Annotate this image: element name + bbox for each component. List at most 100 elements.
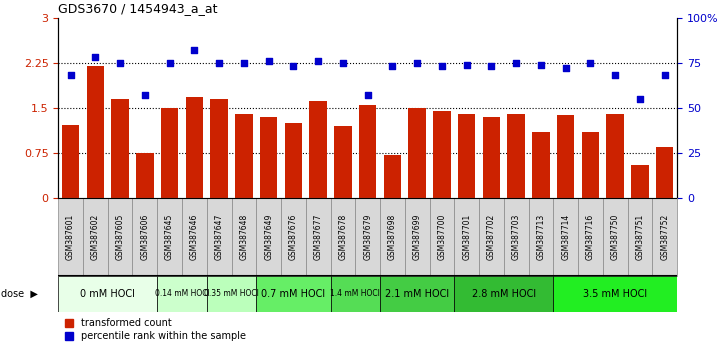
Point bbox=[411, 60, 423, 66]
Bar bbox=[631, 165, 649, 198]
Point bbox=[659, 73, 670, 78]
Text: GSM387649: GSM387649 bbox=[264, 214, 273, 261]
Text: 0.35 mM HOCl: 0.35 mM HOCl bbox=[204, 289, 259, 298]
Point bbox=[436, 64, 448, 69]
Bar bbox=[186, 97, 203, 198]
Text: dose  ▶: dose ▶ bbox=[1, 289, 39, 299]
Text: GSM387647: GSM387647 bbox=[215, 214, 223, 261]
Bar bbox=[656, 147, 673, 198]
Text: GSM387713: GSM387713 bbox=[537, 214, 545, 260]
Text: 1.4 mM HOCl: 1.4 mM HOCl bbox=[331, 289, 380, 298]
Text: 0.14 mM HOCl: 0.14 mM HOCl bbox=[154, 289, 210, 298]
Bar bbox=[454, 198, 479, 276]
Text: 2.1 mM HOCl: 2.1 mM HOCl bbox=[385, 289, 449, 299]
Bar bbox=[529, 198, 553, 276]
Bar bbox=[136, 153, 154, 198]
Text: 2.8 mM HOCl: 2.8 mM HOCl bbox=[472, 289, 536, 299]
Bar bbox=[157, 198, 182, 276]
Text: GSM387606: GSM387606 bbox=[141, 214, 149, 261]
Bar bbox=[232, 198, 256, 276]
Bar bbox=[458, 114, 475, 198]
Point bbox=[288, 64, 299, 69]
Bar bbox=[281, 198, 306, 276]
Bar bbox=[553, 276, 677, 312]
Bar bbox=[380, 276, 454, 312]
Bar bbox=[285, 123, 302, 198]
Bar bbox=[355, 198, 380, 276]
Bar bbox=[58, 276, 157, 312]
Text: 0 mM HOCl: 0 mM HOCl bbox=[80, 289, 135, 299]
Bar bbox=[532, 132, 550, 198]
Point bbox=[585, 60, 596, 66]
Point bbox=[609, 73, 621, 78]
Bar bbox=[132, 198, 157, 276]
Bar bbox=[359, 105, 376, 198]
Point bbox=[139, 92, 151, 98]
Bar bbox=[628, 198, 652, 276]
Point bbox=[189, 47, 200, 53]
Bar bbox=[483, 117, 500, 198]
Point bbox=[362, 92, 373, 98]
Text: GDS3670 / 1454943_a_at: GDS3670 / 1454943_a_at bbox=[58, 2, 218, 15]
Text: GSM387645: GSM387645 bbox=[165, 214, 174, 261]
Text: GSM387751: GSM387751 bbox=[636, 214, 644, 260]
Point bbox=[461, 62, 472, 68]
Text: GSM387698: GSM387698 bbox=[388, 214, 397, 260]
Text: GSM387714: GSM387714 bbox=[561, 214, 570, 260]
Bar bbox=[306, 198, 331, 276]
Text: GSM387646: GSM387646 bbox=[190, 214, 199, 261]
Point bbox=[213, 60, 225, 66]
Text: GSM387716: GSM387716 bbox=[586, 214, 595, 260]
Point bbox=[634, 96, 646, 102]
Text: GSM387699: GSM387699 bbox=[413, 214, 422, 261]
Bar bbox=[454, 276, 553, 312]
Bar bbox=[108, 198, 132, 276]
Bar bbox=[256, 198, 281, 276]
Point bbox=[164, 60, 175, 66]
Bar bbox=[479, 198, 504, 276]
Point bbox=[535, 62, 547, 68]
Bar bbox=[161, 108, 178, 198]
Bar bbox=[408, 108, 426, 198]
Text: GSM387701: GSM387701 bbox=[462, 214, 471, 260]
Point bbox=[90, 55, 101, 60]
Text: 3.5 mM HOCl: 3.5 mM HOCl bbox=[583, 289, 647, 299]
Bar bbox=[433, 111, 451, 198]
Text: GSM387700: GSM387700 bbox=[438, 214, 446, 261]
Text: GSM387678: GSM387678 bbox=[339, 214, 347, 260]
Bar bbox=[210, 99, 228, 198]
Legend: transformed count, percentile rank within the sample: transformed count, percentile rank withi… bbox=[63, 316, 248, 343]
Point bbox=[65, 73, 76, 78]
Bar bbox=[582, 132, 599, 198]
Text: GSM387676: GSM387676 bbox=[289, 214, 298, 261]
Bar bbox=[331, 276, 380, 312]
Bar bbox=[606, 114, 624, 198]
Bar bbox=[256, 276, 331, 312]
Bar bbox=[504, 198, 529, 276]
Bar bbox=[207, 198, 232, 276]
Bar bbox=[87, 66, 104, 198]
Bar bbox=[603, 198, 628, 276]
Point bbox=[337, 60, 349, 66]
Bar bbox=[652, 198, 677, 276]
Bar bbox=[182, 198, 207, 276]
Text: GSM387703: GSM387703 bbox=[512, 214, 521, 261]
Point bbox=[312, 58, 324, 64]
Point bbox=[387, 64, 398, 69]
Bar bbox=[260, 117, 277, 198]
Bar bbox=[331, 198, 355, 276]
Bar bbox=[83, 198, 108, 276]
Point bbox=[510, 60, 522, 66]
Text: GSM387750: GSM387750 bbox=[611, 214, 620, 261]
Text: GSM387601: GSM387601 bbox=[66, 214, 75, 260]
Text: GSM387602: GSM387602 bbox=[91, 214, 100, 260]
Bar bbox=[507, 114, 525, 198]
Bar bbox=[380, 198, 405, 276]
Text: 0.7 mM HOCl: 0.7 mM HOCl bbox=[261, 289, 325, 299]
Bar bbox=[557, 115, 574, 198]
Point bbox=[486, 64, 497, 69]
Text: GSM387677: GSM387677 bbox=[314, 214, 323, 261]
Text: GSM387605: GSM387605 bbox=[116, 214, 124, 261]
Bar bbox=[58, 198, 83, 276]
Bar bbox=[430, 198, 454, 276]
